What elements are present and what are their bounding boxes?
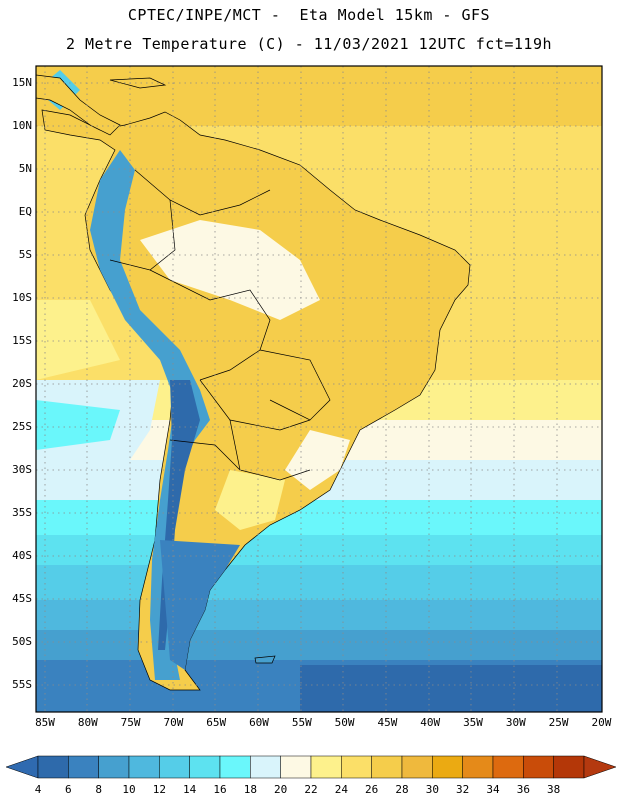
lat-label: 5N	[18, 162, 32, 175]
colorbar-swatch	[310, 755, 342, 779]
colorbar-swatch	[553, 755, 585, 779]
lat-label: 50S	[12, 635, 32, 648]
lon-label: 20W	[591, 716, 612, 729]
lat-label: 55S	[12, 678, 32, 691]
graticule	[36, 66, 602, 712]
colorbar	[5, 755, 617, 779]
colorbar-label: 36	[516, 783, 530, 796]
colorbar-label: 24	[334, 783, 348, 796]
colorbar-swatch	[250, 755, 281, 779]
lon-label: 40W	[420, 716, 441, 729]
colorbar-label: 4	[34, 783, 42, 796]
colorbar-label: 10	[122, 783, 136, 796]
lat-label: 45S	[12, 592, 32, 605]
colorbar-swatch	[492, 755, 524, 779]
colorbar-swatch	[523, 755, 554, 779]
lon-label: 45W	[377, 716, 398, 729]
colorbar-high-arrow	[583, 755, 617, 779]
lon-label: 25W	[548, 716, 569, 729]
lon-label: 70W	[163, 716, 184, 729]
colorbar-swatch	[401, 755, 433, 779]
colorbar-label: 26	[365, 783, 379, 796]
colorbar-label: 34	[486, 783, 500, 796]
colorbar-label: 22	[304, 783, 318, 796]
colorbar-label: 8	[95, 783, 102, 796]
colorbar-label: 16	[213, 783, 227, 796]
colorbar-swatch	[462, 755, 494, 779]
colorbar-label: 38	[547, 783, 561, 796]
colorbar-swatch	[219, 755, 251, 779]
colorbar-label: 6	[65, 783, 72, 796]
colorbar-swatch	[432, 755, 463, 779]
colorbar-swatch	[159, 755, 190, 779]
lon-label: 75W	[120, 716, 141, 729]
lat-label: EQ	[18, 205, 32, 218]
colorbar-label: 20	[274, 783, 288, 796]
lon-label: 60W	[249, 716, 269, 729]
lat-label: 20S	[12, 377, 32, 390]
map-frame	[35, 65, 603, 713]
colorbar-label: 28	[395, 783, 409, 796]
colorbar-label: 32	[456, 783, 470, 796]
lon-label: 30W	[505, 716, 526, 729]
lon-label: 50W	[334, 716, 355, 729]
colorbar-swatch	[371, 755, 403, 779]
lon-label: 55W	[291, 716, 312, 729]
colorbar-swatch	[128, 755, 160, 779]
colorbar-label: 30	[425, 783, 439, 796]
lat-label: 15S	[12, 334, 32, 347]
lon-label: 65W	[206, 716, 227, 729]
colorbar-swatch	[280, 755, 312, 779]
temperature-field	[36, 66, 602, 712]
colorbar-swatch	[341, 755, 372, 779]
colorbar-label: 12	[152, 783, 166, 796]
lon-label: 80W	[77, 716, 98, 729]
lat-label: 35S	[12, 506, 32, 519]
colorbar-swatch	[37, 755, 69, 779]
colorbar-swatch	[98, 755, 130, 779]
title-line-2: 2 Metre Temperature (C) - 11/03/2021 12U…	[65, 35, 553, 53]
lat-label: 40S	[12, 549, 32, 562]
lat-label: 10S	[12, 291, 32, 304]
lon-label: 85W	[35, 716, 55, 729]
lat-label: 30S	[12, 463, 32, 476]
colorbar-label: 18	[243, 783, 257, 796]
title-line-1: CPTEC/INPE/MCT - Eta Model 15km - GFS	[127, 6, 491, 24]
lat-label: 5S	[18, 248, 32, 261]
colorbar-low-arrow	[5, 755, 39, 779]
lon-label: 35W	[463, 716, 483, 729]
lat-label: 15N	[12, 76, 32, 89]
lat-label: 25S	[12, 420, 32, 433]
colorbar-swatch	[68, 755, 99, 779]
colorbar-label: 14	[183, 783, 197, 796]
lat-label: 10N	[12, 119, 32, 132]
colorbar-swatch	[189, 755, 221, 779]
